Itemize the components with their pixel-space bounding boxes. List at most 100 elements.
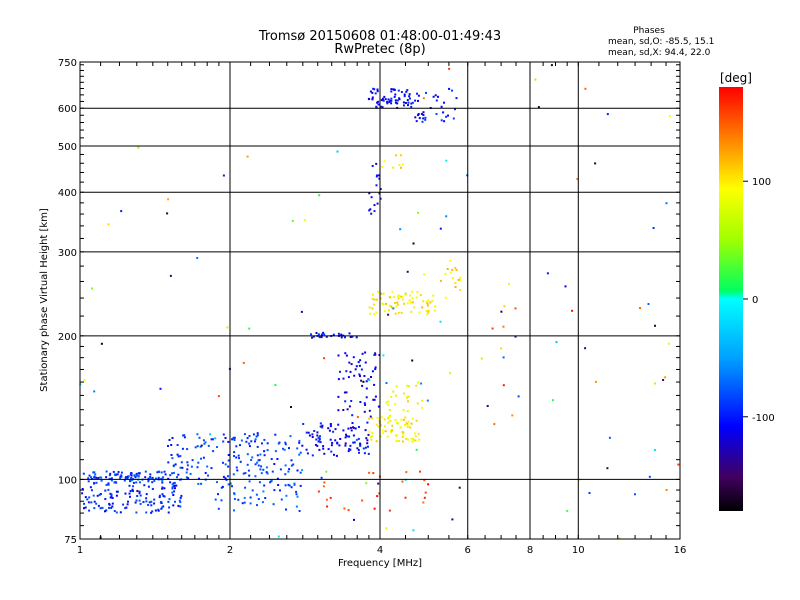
data-point xyxy=(459,289,462,292)
data-point xyxy=(91,287,93,290)
data-point xyxy=(455,97,458,100)
data-point xyxy=(198,436,201,439)
data-point xyxy=(376,101,379,104)
data-point xyxy=(388,304,391,307)
data-point xyxy=(502,356,505,359)
data-point xyxy=(440,119,443,122)
data-point xyxy=(149,473,152,476)
data-point xyxy=(401,435,404,438)
data-point xyxy=(379,188,382,190)
data-point xyxy=(413,432,416,435)
data-point xyxy=(235,456,238,459)
data-point xyxy=(388,509,391,512)
data-point xyxy=(124,507,127,510)
data-point xyxy=(416,291,419,293)
data-point xyxy=(163,470,166,473)
data-point xyxy=(364,361,367,364)
data-point xyxy=(92,471,95,474)
data-point xyxy=(97,504,100,507)
data-point xyxy=(514,307,517,310)
data-point xyxy=(126,503,129,506)
data-point xyxy=(145,511,148,514)
data-point xyxy=(124,492,127,495)
data-point xyxy=(366,439,369,442)
data-point xyxy=(316,431,319,434)
data-point xyxy=(434,94,437,97)
data-point xyxy=(365,396,368,399)
data-point xyxy=(138,472,141,475)
data-point xyxy=(289,435,292,438)
data-point xyxy=(263,484,266,487)
data-point xyxy=(266,442,269,445)
data-point xyxy=(403,104,405,107)
data-point xyxy=(407,400,409,403)
data-point xyxy=(379,197,382,200)
data-point xyxy=(261,442,263,445)
data-point xyxy=(232,437,235,440)
data-point xyxy=(151,481,154,484)
data-point xyxy=(359,401,362,403)
data-point xyxy=(107,488,110,491)
data-point xyxy=(130,479,133,482)
data-point xyxy=(584,87,587,90)
data-point xyxy=(366,421,369,424)
data-point xyxy=(344,442,347,445)
data-point xyxy=(376,90,379,93)
data-point xyxy=(426,399,429,402)
data-point xyxy=(161,487,164,490)
data-point xyxy=(383,310,386,313)
data-point xyxy=(318,336,321,339)
data-point xyxy=(113,510,116,512)
data-point xyxy=(394,403,397,406)
data-point xyxy=(197,461,200,464)
data-point xyxy=(427,311,430,314)
data-point xyxy=(491,327,494,330)
data-point xyxy=(426,313,429,316)
data-point xyxy=(348,448,351,451)
data-point xyxy=(406,99,409,102)
data-point xyxy=(336,442,339,445)
data-point xyxy=(86,498,89,501)
data-point xyxy=(390,88,393,91)
data-point xyxy=(458,486,461,489)
data-point xyxy=(337,395,340,398)
data-point xyxy=(310,333,312,336)
data-point xyxy=(307,431,310,434)
data-point xyxy=(375,423,378,426)
data-point xyxy=(357,437,360,440)
colorbar-tick-label: 100 xyxy=(752,177,771,188)
data-point xyxy=(537,106,540,109)
data-point xyxy=(360,368,363,371)
data-point xyxy=(417,211,419,214)
data-point xyxy=(369,415,372,418)
data-point xyxy=(233,439,236,441)
data-point xyxy=(407,438,409,441)
data-point xyxy=(83,507,85,510)
data-point xyxy=(594,380,597,383)
data-point xyxy=(269,481,272,484)
data-point xyxy=(174,487,176,490)
data-point xyxy=(190,465,193,468)
data-point xyxy=(322,331,325,334)
y-tick-label: 600 xyxy=(58,104,77,115)
data-point xyxy=(147,504,150,506)
data-point xyxy=(182,434,184,437)
data-point xyxy=(662,379,665,381)
data-point xyxy=(358,373,361,376)
data-point xyxy=(409,97,411,100)
data-point xyxy=(383,160,386,163)
data-point xyxy=(280,498,283,501)
data-point xyxy=(422,114,425,116)
data-point xyxy=(358,451,360,454)
data-point xyxy=(93,390,96,393)
data-point xyxy=(608,436,611,439)
data-point xyxy=(381,106,384,109)
data-point xyxy=(160,471,163,474)
data-point xyxy=(358,364,361,367)
data-point xyxy=(163,495,166,498)
data-point xyxy=(399,228,402,231)
data-point xyxy=(256,504,258,507)
data-point xyxy=(374,368,377,371)
data-point xyxy=(241,502,244,505)
data-point xyxy=(171,437,174,439)
